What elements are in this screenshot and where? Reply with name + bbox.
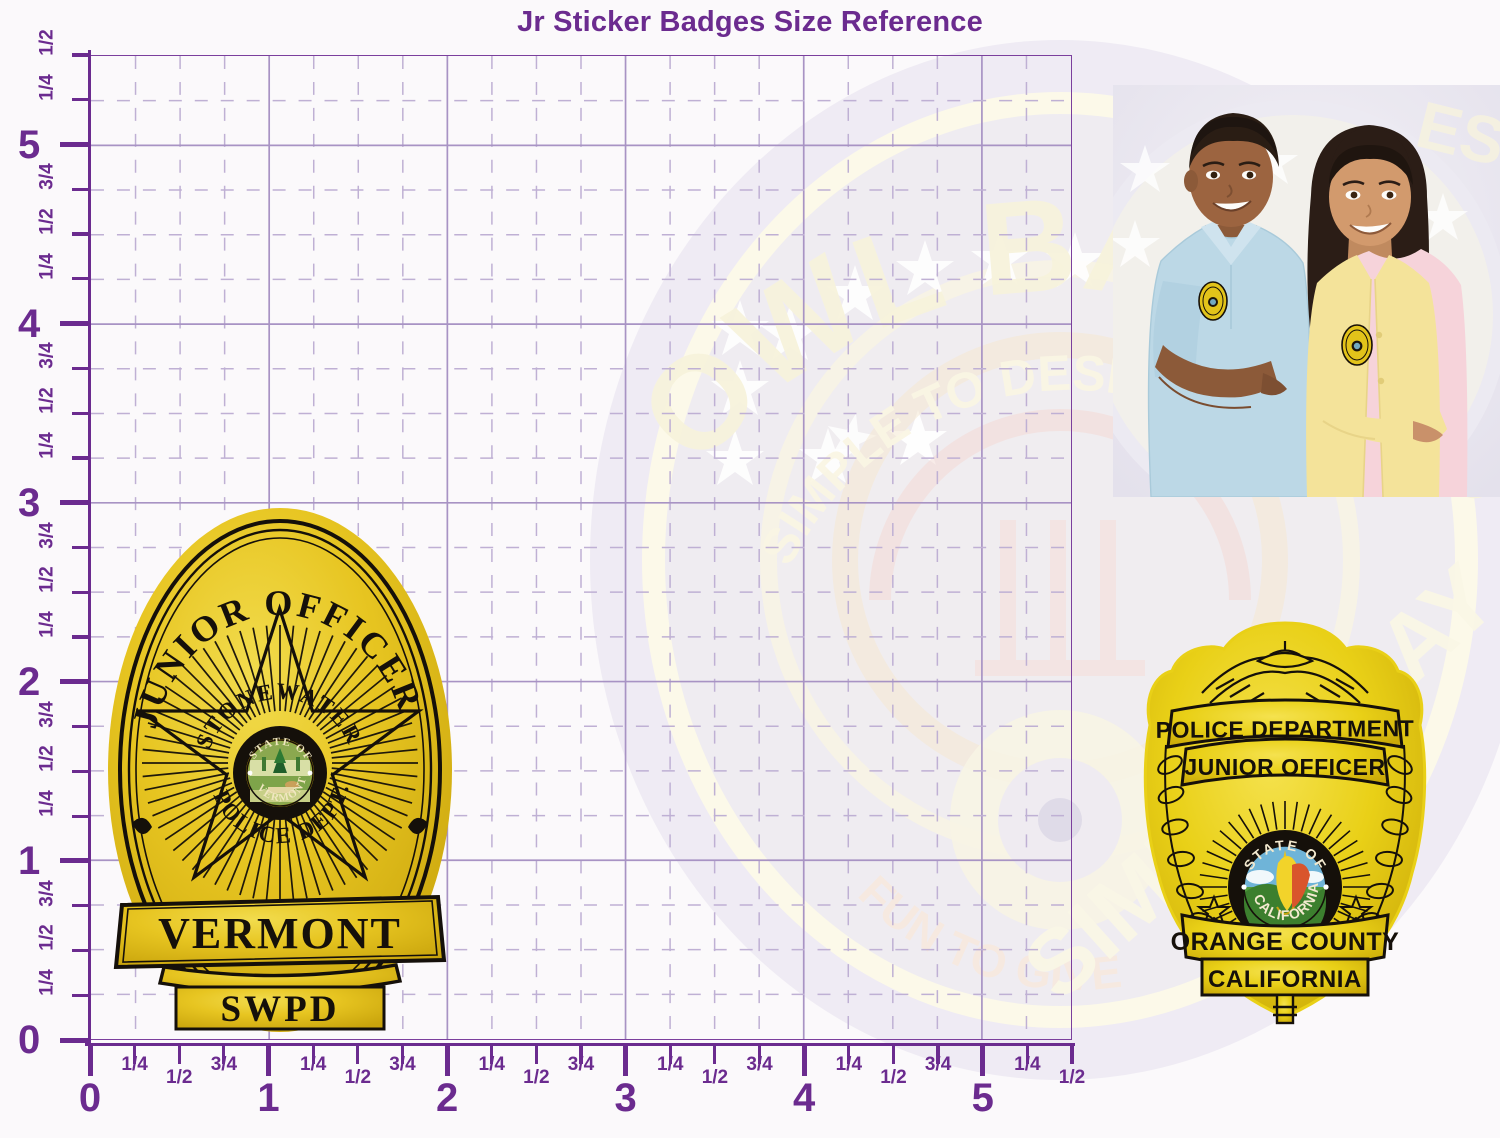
vermont-junior-officer-badge: STATE OF VERMONT STONEWATER POLICE DEPT.… bbox=[108, 508, 452, 1032]
y-tick-4.5 bbox=[72, 232, 90, 236]
x-tick-2.75 bbox=[579, 1046, 583, 1064]
x-tick-3.5 bbox=[713, 1046, 717, 1064]
y-label-5: 5 bbox=[18, 122, 41, 167]
y-tick-2.75 bbox=[72, 545, 90, 550]
x-frac-label-0.75: 3/4 bbox=[210, 1054, 238, 1075]
y-frac-label-5.25: 1/4 bbox=[36, 74, 58, 101]
x-tick-2 bbox=[444, 1046, 450, 1076]
y-tick-3 bbox=[60, 500, 90, 506]
x-frac-label-0.25: 1/4 bbox=[121, 1054, 148, 1075]
x-frac-label-0.5: 1/2 bbox=[166, 1067, 193, 1088]
y-tick-0.5 bbox=[72, 948, 90, 953]
y-tick-3.75 bbox=[72, 366, 90, 370]
california-banner-2: JUNIOR OFFICER bbox=[1184, 754, 1385, 780]
x-label-3: 3 bbox=[614, 1076, 637, 1120]
y-tick-4.75 bbox=[72, 187, 90, 191]
y-label-1: 1 bbox=[18, 838, 41, 883]
x-tick-5.5 bbox=[1070, 1046, 1074, 1064]
x-frac-label-2.5: 1/2 bbox=[523, 1067, 550, 1088]
y-tick-5.5 bbox=[72, 53, 90, 57]
y-tick-2.25 bbox=[72, 635, 90, 639]
y-label-4: 4 bbox=[18, 301, 41, 346]
x-tick-0.75 bbox=[222, 1046, 226, 1064]
y-frac-label-3.25: 1/4 bbox=[36, 432, 58, 459]
y-label-0: 0 bbox=[18, 1018, 41, 1062]
x-frac-label-5.25: 1/4 bbox=[1014, 1054, 1041, 1075]
y-frac-label-3.5: 1/2 bbox=[36, 387, 58, 414]
y-tick-5 bbox=[60, 142, 90, 148]
y-tick-1.75 bbox=[72, 724, 90, 729]
x-axis-line bbox=[85, 1043, 1075, 1046]
x-tick-0.25 bbox=[133, 1046, 137, 1064]
y-tick-1 bbox=[60, 858, 90, 864]
y-frac-label-4.5: 1/2 bbox=[36, 208, 58, 235]
y-tick-3.25 bbox=[72, 456, 90, 460]
kids-wearing-badges-photo: ES bbox=[1113, 85, 1500, 497]
y-frac-label-2.75: 3/4 bbox=[36, 521, 58, 549]
page-title: Jr Sticker Badges Size Reference bbox=[517, 6, 983, 38]
x-frac-label-4.25: 1/4 bbox=[835, 1054, 863, 1075]
y-frac-label-4.75: 3/4 bbox=[36, 163, 58, 191]
y-frac-label-2.25: 1/4 bbox=[36, 611, 58, 638]
y-frac-label-1.5: 1/2 bbox=[36, 745, 58, 773]
x-tick-4.5 bbox=[891, 1046, 896, 1064]
x-label-4: 4 bbox=[793, 1076, 816, 1120]
x-tick-2.5 bbox=[534, 1046, 538, 1064]
orange-county-junior-officer-badge: POLICE DEPARTMENT JUNIOR OFFICER STATE O… bbox=[1143, 621, 1427, 1025]
y-tick-0.25 bbox=[72, 993, 90, 997]
x-frac-label-2.25: 1/4 bbox=[478, 1054, 505, 1075]
y-tick-3.5 bbox=[72, 411, 90, 415]
y-frac-label-1.75: 3/4 bbox=[36, 700, 58, 728]
x-label-5: 5 bbox=[971, 1076, 994, 1120]
x-tick-1.25 bbox=[311, 1046, 315, 1064]
y-tick-2.5 bbox=[72, 590, 90, 594]
x-frac-label-5.5: 1/2 bbox=[1058, 1067, 1086, 1088]
x-frac-label-3.5: 1/2 bbox=[701, 1067, 729, 1088]
california-banner-3: ORANGE COUNTY bbox=[1171, 928, 1400, 956]
x-frac-label-4.75: 3/4 bbox=[924, 1054, 952, 1075]
x-tick-5 bbox=[980, 1046, 986, 1076]
x-tick-1 bbox=[266, 1046, 272, 1076]
vermont-footer-text: SWPD bbox=[221, 989, 340, 1030]
y-tick-1.5 bbox=[72, 769, 90, 773]
y-frac-label-1.25: 1/4 bbox=[36, 790, 58, 817]
x-label-2: 2 bbox=[435, 1076, 459, 1120]
x-label-1: 1 bbox=[257, 1076, 280, 1120]
y-tick-4 bbox=[60, 321, 90, 327]
x-tick-4 bbox=[801, 1046, 807, 1076]
california-banner-4: CALIFORNIA bbox=[1208, 966, 1362, 993]
x-tick-3 bbox=[623, 1046, 629, 1076]
y-tick-4.25 bbox=[72, 277, 90, 281]
x-tick-0 bbox=[87, 1046, 93, 1076]
x-frac-label-1.5: 1/2 bbox=[344, 1067, 372, 1088]
x-frac-label-3.25: 1/4 bbox=[657, 1054, 684, 1075]
y-label-2: 2 bbox=[18, 659, 41, 704]
x-tick-1.75 bbox=[400, 1046, 405, 1064]
y-tick-1.25 bbox=[72, 814, 90, 818]
x-frac-label-3.75: 3/4 bbox=[746, 1054, 773, 1075]
vermont-banner-text: VERMONT bbox=[158, 909, 402, 958]
y-tick-5.25 bbox=[72, 98, 90, 102]
x-label-0: 0 bbox=[78, 1076, 102, 1120]
y-frac-label-0.5: 1/2 bbox=[36, 924, 58, 952]
x-frac-label-4.5: 1/2 bbox=[880, 1067, 907, 1088]
y-label-3: 3 bbox=[18, 480, 41, 525]
x-tick-1.5 bbox=[356, 1046, 360, 1064]
y-frac-label-0.75: 3/4 bbox=[36, 879, 58, 907]
y-frac-label-2.5: 1/2 bbox=[36, 566, 58, 593]
y-tick-0 bbox=[60, 1037, 90, 1043]
y-frac-label-0.25: 1/4 bbox=[36, 969, 58, 996]
x-tick-2.25 bbox=[490, 1046, 494, 1064]
y-tick-0.75 bbox=[72, 904, 90, 908]
x-frac-label-1.25: 1/4 bbox=[299, 1054, 327, 1075]
x-frac-label-2.75: 3/4 bbox=[567, 1054, 595, 1075]
y-frac-label-4.25: 1/4 bbox=[36, 253, 58, 280]
x-frac-label-1.75: 3/4 bbox=[389, 1054, 416, 1075]
x-tick-0.5 bbox=[177, 1046, 181, 1064]
y-frac-label-3.75: 3/4 bbox=[36, 342, 58, 370]
y-tick-2 bbox=[60, 679, 90, 685]
